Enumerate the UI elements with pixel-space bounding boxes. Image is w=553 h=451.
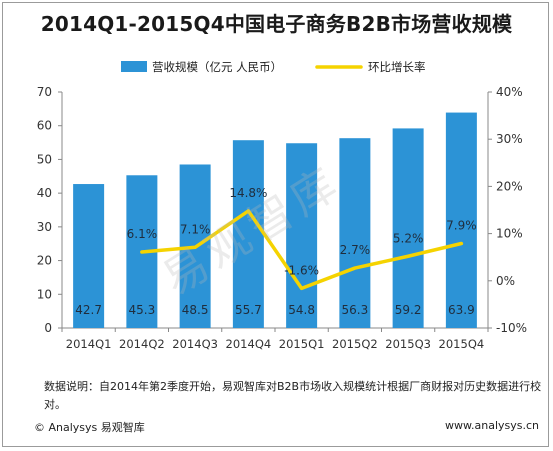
growth-value-label: 7.9% (446, 219, 477, 233)
left-tick-label: 70 (37, 85, 52, 99)
growth-value-label: 6.1% (127, 227, 158, 241)
legend-line-label: 环比增长率 (368, 60, 426, 74)
bar-value-label: 56.3 (342, 303, 369, 317)
x-tick-label: 2015Q1 (279, 337, 325, 351)
right-tick-label: 0% (496, 274, 515, 288)
x-tick-label: 2015Q3 (385, 337, 431, 351)
chart-title: 2014Q1-2015Q4中国电子商务B2B市场营收规模 (40, 12, 513, 36)
left-tick-label: 50 (37, 152, 52, 166)
bar (232, 140, 264, 328)
bar-value-label: 42.7 (75, 303, 102, 317)
right-tick-label: 20% (496, 179, 523, 193)
right-tick-label: 30% (496, 132, 523, 146)
growth-value-label: 5.2% (393, 231, 424, 245)
right-tick-label: 10% (496, 227, 523, 241)
x-tick-label: 2014Q4 (226, 337, 272, 351)
legend: 营收规模（亿元 人民币） 环比增长率 (121, 60, 426, 74)
x-tick-label: 2015Q2 (332, 337, 378, 351)
bar (339, 138, 371, 328)
left-tick-label: 10 (37, 287, 52, 301)
bar (445, 112, 477, 329)
website: www.analysys.cn (445, 419, 539, 432)
data-labels: 42.7 45.3 48.5 55.7 54.8 56.3 59.2 63.9 6.1% 7.1%… (75, 186, 476, 317)
bar-value-label: 63.9 (448, 303, 475, 317)
bar-value-label: 55.7 (235, 303, 262, 317)
growth-value-label: 7.1% (180, 222, 211, 236)
x-tick-label: 2014Q1 (66, 337, 112, 351)
bar-value-label: 54.8 (288, 303, 315, 317)
x-tick-label: 2014Q2 (119, 337, 165, 351)
left-tick-label: 40 (37, 186, 52, 200)
left-tick-label: 20 (37, 254, 52, 268)
growth-line-series (140, 209, 464, 291)
bar (73, 184, 105, 328)
bar-value-label: 59.2 (395, 303, 422, 317)
left-tick-label: 30 (37, 220, 52, 234)
legend-bar-label: 营收规模（亿元 人民币） (152, 60, 282, 74)
left-tick-label: 0 (44, 321, 52, 335)
bar-series (73, 112, 477, 329)
data-note: 数据说明：自2014年第2季度开始，易观智库对B2B市场收入规模统计根据厂商财报… (44, 380, 542, 411)
growth-value-label: 14.8% (229, 186, 267, 200)
growth-value-label: 2.7% (340, 243, 371, 257)
left-tick-label: 60 (37, 119, 52, 133)
bar-value-label: 48.5 (182, 303, 209, 317)
right-tick-label: -10% (496, 321, 527, 335)
x-tick-label: 2014Q3 (172, 337, 218, 351)
bar (286, 143, 318, 328)
legend-bar-swatch (121, 61, 147, 72)
growth-line (140, 209, 464, 291)
right-tick-label: 40% (496, 85, 523, 99)
growth-value-label: -1.6% (284, 263, 319, 277)
bar-value-label: 45.3 (129, 303, 156, 317)
x-tick-label: 2015Q4 (439, 337, 485, 351)
copyright: © Analysys 易观智库 (34, 421, 145, 434)
bar (392, 128, 424, 328)
